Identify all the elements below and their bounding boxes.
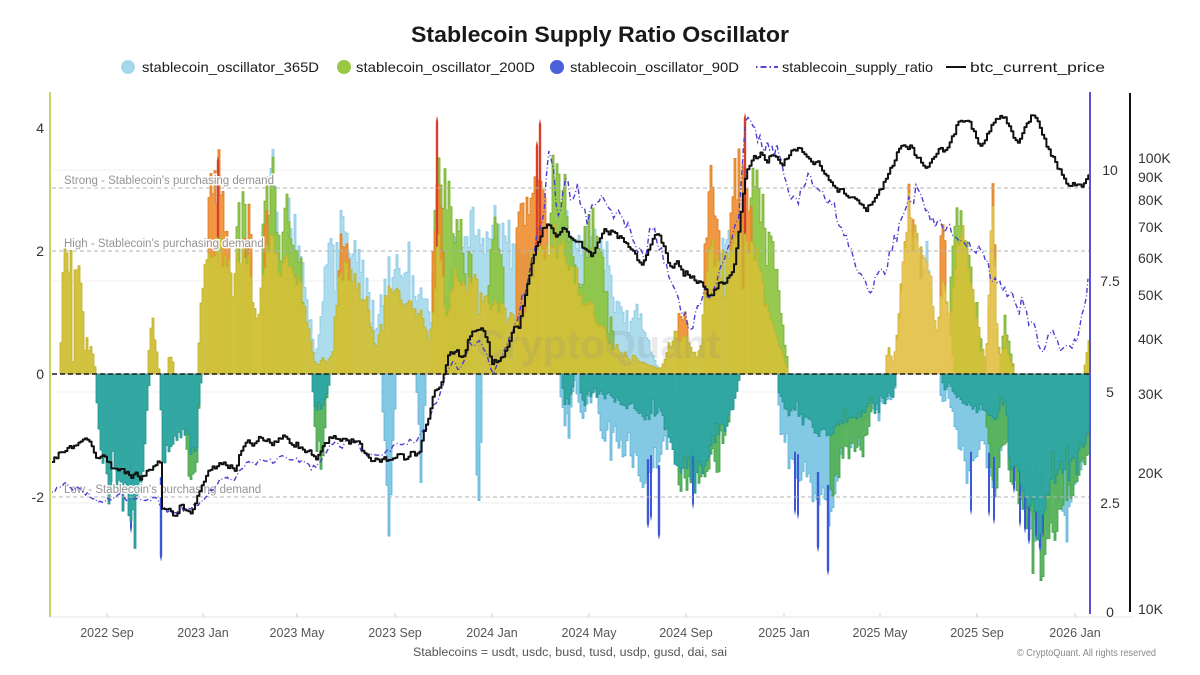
svg-text:stablecoin_oscillator_90D: stablecoin_oscillator_90D (570, 59, 739, 75)
svg-text:2023 May: 2023 May (270, 626, 326, 640)
svg-text:2.5: 2.5 (1100, 495, 1120, 511)
svg-text:70K: 70K (1138, 219, 1164, 235)
svg-text:stablecoin_supply_ratio: stablecoin_supply_ratio (782, 59, 933, 75)
svg-text:90K: 90K (1138, 169, 1164, 185)
svg-text:High - Stablecoin's purchasing: High - Stablecoin's purchasing demand (64, 238, 264, 250)
svg-text:2: 2 (36, 243, 44, 259)
svg-text:4: 4 (36, 120, 44, 136)
svg-text:2025 Jan: 2025 Jan (758, 626, 809, 640)
svg-text:btc_current_price: btc_current_price (970, 59, 1105, 75)
svg-text:2022 Sep: 2022 Sep (80, 626, 134, 640)
svg-text:2024 Sep: 2024 Sep (659, 626, 713, 640)
svg-text:stablecoin_oscillator_365D: stablecoin_oscillator_365D (142, 59, 319, 75)
svg-text:2023 Sep: 2023 Sep (368, 626, 422, 640)
svg-text:100K: 100K (1138, 150, 1171, 166)
svg-text:0: 0 (1106, 604, 1114, 620)
svg-text:10K: 10K (1138, 601, 1164, 617)
svg-text:Strong - Stablecoin's purchasi: Strong - Stablecoin's purchasing demand (64, 175, 274, 187)
svg-text:2024 Jan: 2024 Jan (466, 626, 517, 640)
svg-text:20K: 20K (1138, 465, 1164, 481)
svg-text:2025 Sep: 2025 Sep (950, 626, 1004, 640)
svg-text:2025 May: 2025 May (853, 626, 909, 640)
svg-text:2026 Jan: 2026 Jan (1049, 626, 1100, 640)
svg-text:Stablecoin Supply Ratio Oscill: Stablecoin Supply Ratio Oscillator (411, 22, 789, 47)
svg-text:CryptoQuant: CryptoQuant (476, 323, 720, 367)
svg-text:7.5: 7.5 (1100, 273, 1120, 289)
svg-text:40K: 40K (1138, 331, 1164, 347)
svg-text:Stablecoins = usdt, usdc, busd: Stablecoins = usdt, usdc, busd, tusd, us… (413, 647, 727, 659)
svg-text:80K: 80K (1138, 192, 1164, 208)
svg-text:10: 10 (1102, 162, 1118, 178)
svg-text:5: 5 (1106, 384, 1114, 400)
svg-text:0: 0 (36, 366, 44, 382)
svg-text:© CryptoQuant. All rights rese: © CryptoQuant. All rights reserved (1017, 647, 1156, 659)
svg-text:-2: -2 (32, 489, 45, 505)
svg-text:2024 May: 2024 May (562, 626, 618, 640)
svg-text:2023 Jan: 2023 Jan (177, 626, 228, 640)
svg-text:30K: 30K (1138, 386, 1164, 402)
svg-text:50K: 50K (1138, 287, 1164, 303)
svg-text:60K: 60K (1138, 250, 1164, 266)
svg-text:stablecoin_oscillator_200D: stablecoin_oscillator_200D (356, 59, 535, 75)
